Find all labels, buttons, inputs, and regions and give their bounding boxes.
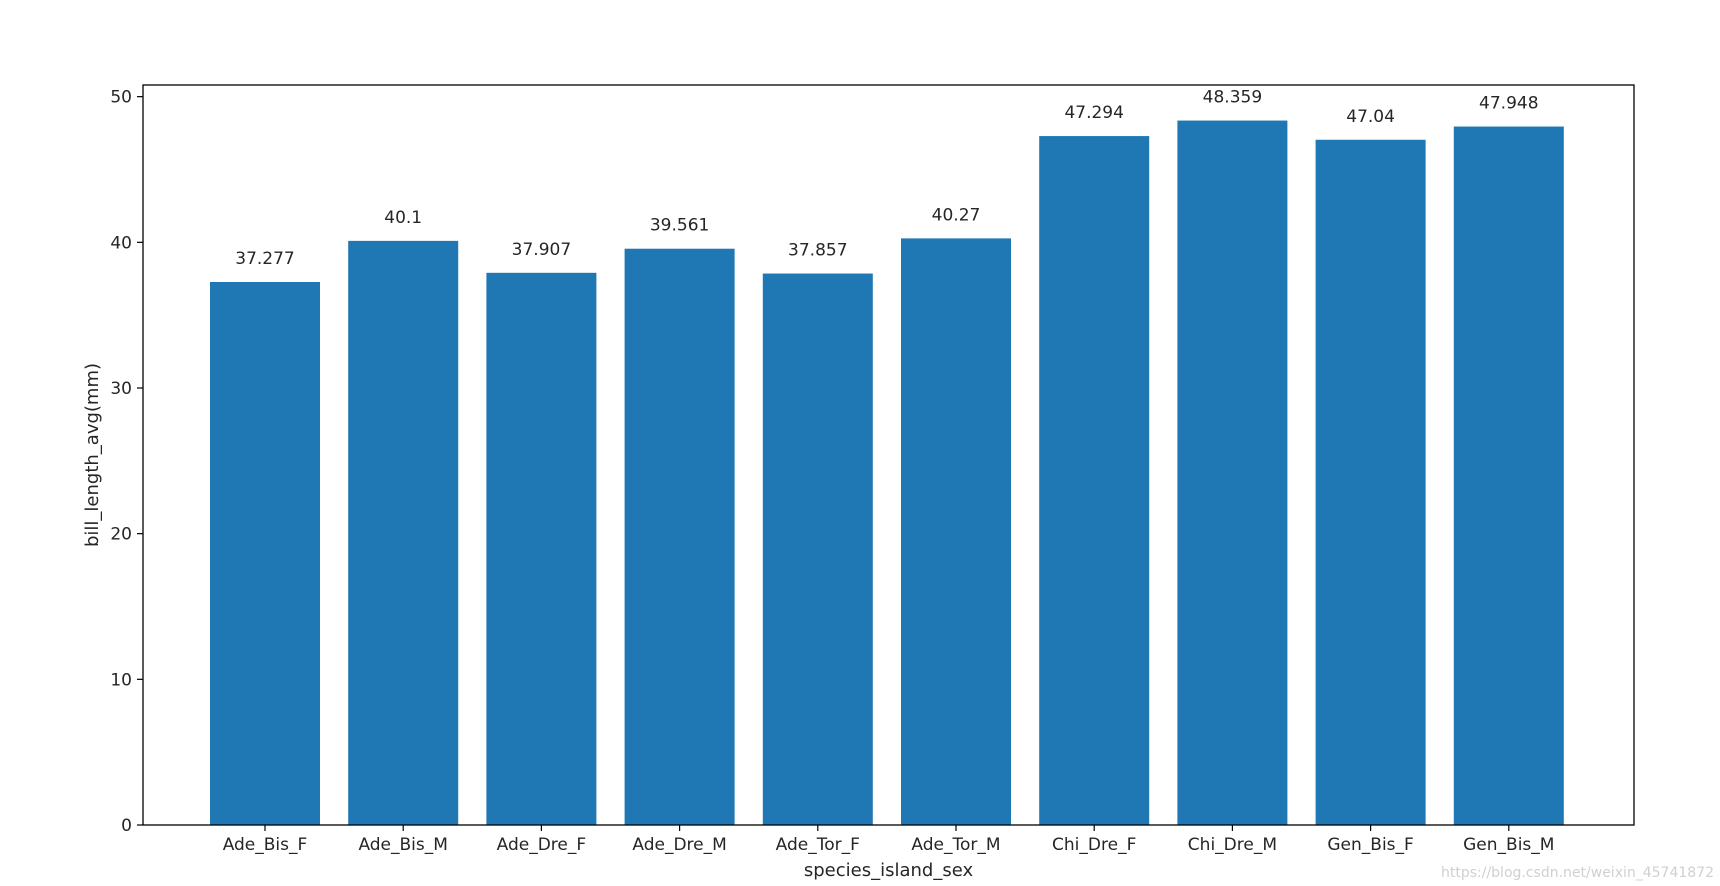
data-label-Ade_Dre_F: 37.907 (512, 240, 571, 260)
data-label-Ade_Tor_F: 37.857 (788, 241, 847, 261)
x-tick-label-Ade_Bis_F: Ade_Bis_F (223, 835, 308, 855)
data-label-Ade_Bis_F: 37.277 (235, 249, 294, 269)
data-label-Gen_Bis_M: 47.948 (1479, 94, 1538, 114)
y-tick-label-50: 50 (110, 88, 132, 108)
bar-Ade_Bis_F (210, 281, 320, 825)
x-tick-label-Gen_Bis_M: Gen_Bis_M (1463, 835, 1554, 855)
bar-Chi_Dre_M (1177, 120, 1288, 825)
y-tick-label-30: 30 (110, 379, 132, 399)
data-label-Ade_Tor_M: 40.27 (932, 205, 981, 225)
bar-Ade_Dre_F (486, 272, 597, 825)
plot-frame (142, 84, 1635, 826)
x-tick-label-Gen_Bis_F: Gen_Bis_F (1327, 835, 1413, 855)
bar-Ade_Tor_M (901, 238, 1011, 825)
data-label-Ade_Bis_M: 40.1 (384, 208, 422, 228)
x-tick-label-Ade_Tor_F: Ade_Tor_F (776, 835, 860, 855)
data-label-Chi_Dre_F: 47.294 (1064, 103, 1123, 123)
x-axis-label: species_island_sex (804, 860, 974, 881)
x-tick-label-Ade_Bis_M: Ade_Bis_M (358, 835, 448, 855)
y-tick-label-10: 10 (110, 670, 132, 690)
bar-Ade_Bis_M (348, 240, 459, 825)
bar-Ade_Dre_M (624, 248, 735, 826)
watermark-text: https://blog.csdn.net/weixin_45741872 (1441, 865, 1714, 881)
y-tick-label-40: 40 (110, 233, 132, 253)
x-axis: Ade_Bis_F Ade_Bis_M Ade_Dre_F Ade_Dre_M Ade_… (223, 825, 1554, 855)
y-axis: 0 10 20 30 40 50 (110, 88, 143, 836)
bar-Gen_Bis_F (1315, 139, 1426, 825)
bar-Chi_Dre_F (1039, 136, 1150, 825)
bar-Gen_Bis_M (1453, 126, 1564, 826)
x-tick-label-Ade_Dre_M: Ade_Dre_M (632, 835, 726, 855)
y-tick-label-0: 0 (121, 816, 132, 836)
y-axis-label: bill_length_avg(mm) (82, 363, 103, 547)
data-label-Ade_Dre_M: 39.561 (650, 216, 709, 236)
x-tick-label-Ade_Tor_M: Ade_Tor_M (911, 835, 1000, 855)
bars-layer (210, 120, 1564, 826)
data-label-Chi_Dre_M: 48.359 (1203, 88, 1262, 108)
bar-Ade_Tor_F (762, 273, 873, 825)
x-tick-label-Chi_Dre_M: Chi_Dre_M (1188, 835, 1277, 855)
y-tick-label-20: 20 (110, 525, 132, 545)
x-tick-label-Chi_Dre_F: Chi_Dre_F (1052, 835, 1136, 855)
data-labels-layer: 37.277 40.1 37.907 39.561 37.857 40.27 47.294 4… (235, 88, 1538, 269)
data-label-Gen_Bis_F: 47.04 (1346, 107, 1395, 127)
x-tick-label-Ade_Dre_F: Ade_Dre_F (497, 835, 587, 855)
